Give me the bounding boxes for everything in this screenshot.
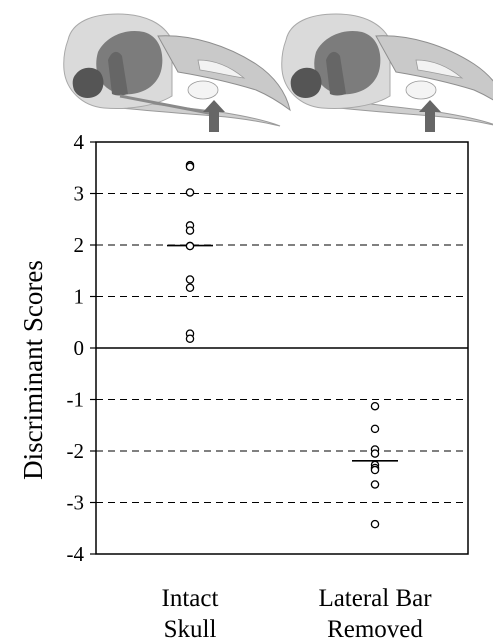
y-tick-label: 1 bbox=[74, 285, 85, 309]
data-point bbox=[185, 241, 195, 251]
y-tick-label: -4 bbox=[67, 542, 85, 566]
data-point bbox=[370, 480, 380, 489]
data-point bbox=[370, 519, 380, 529]
data-points bbox=[185, 160, 380, 529]
data-point bbox=[370, 449, 380, 458]
data-point bbox=[370, 465, 380, 475]
data-point bbox=[185, 162, 195, 171]
category-label-intact-line2: Skull bbox=[164, 616, 217, 643]
category-label-intact-line1: Intact bbox=[162, 585, 219, 612]
y-tick-label: -1 bbox=[67, 388, 85, 412]
data-point bbox=[185, 275, 195, 284]
up-arrow-icon bbox=[203, 100, 225, 132]
data-point bbox=[370, 401, 380, 411]
data-point bbox=[370, 424, 380, 434]
data-point bbox=[185, 226, 195, 235]
y-tick-label: -2 bbox=[67, 439, 85, 463]
chart-area: 4 3 2 1 0 -1 -2 -3 -4 bbox=[67, 130, 469, 566]
skull-illustration-intact bbox=[63, 13, 291, 127]
data-point bbox=[185, 283, 195, 292]
y-tick-label: -3 bbox=[67, 491, 85, 515]
data-point bbox=[185, 188, 195, 197]
lateral-bar-line bbox=[119, 94, 215, 116]
data-point bbox=[185, 334, 195, 343]
skull-illustration-lateral-bar-removed bbox=[281, 13, 493, 127]
y-tick-label: 3 bbox=[74, 182, 85, 206]
y-tick-label: 4 bbox=[74, 130, 85, 154]
y-tick-label: 0 bbox=[74, 336, 85, 360]
y-axis-ticks: 4 3 2 1 0 -1 -2 -3 -4 bbox=[67, 130, 96, 566]
gridlines bbox=[96, 193, 468, 503]
category-label-removed-line2: Removed bbox=[327, 616, 423, 643]
y-tick-label: 2 bbox=[74, 233, 85, 257]
up-arrow-icon bbox=[419, 100, 441, 132]
y-axis-title: Discriminant Scores bbox=[18, 260, 48, 480]
mean-lines bbox=[167, 244, 398, 462]
category-label-removed-line1: Lateral Bar bbox=[318, 585, 432, 612]
